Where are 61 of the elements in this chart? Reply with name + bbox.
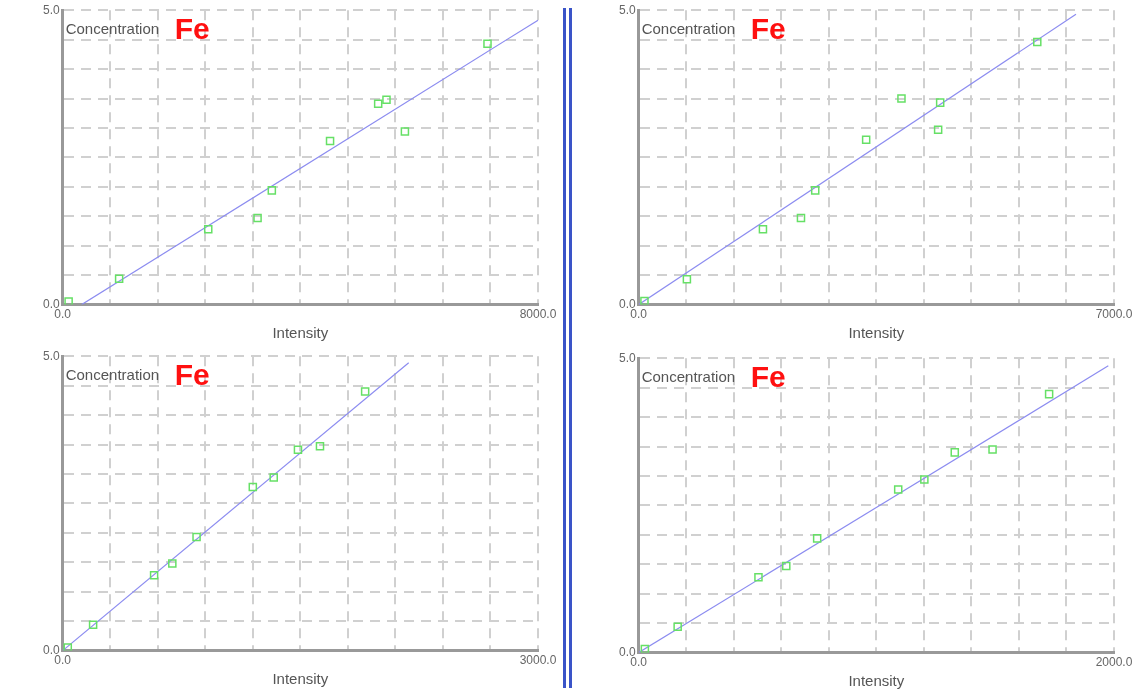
chart-title: Fe (174, 358, 210, 392)
point (861, 135, 871, 145)
point (640, 644, 650, 653)
point (810, 186, 820, 195)
point (360, 387, 370, 396)
point (796, 213, 806, 223)
point (988, 445, 997, 454)
point (781, 561, 791, 571)
x-tick-label: 0.0 (630, 655, 648, 670)
point (293, 445, 303, 455)
point (673, 622, 682, 631)
chart-title: Fe (750, 360, 786, 394)
point (483, 39, 492, 49)
point (1044, 389, 1054, 399)
point (149, 570, 159, 580)
x-axis-title: Intensity (272, 324, 329, 342)
point (812, 534, 822, 543)
point (114, 274, 124, 283)
point (168, 559, 177, 568)
y-tick-label: 5.0 (42, 2, 60, 17)
point (373, 99, 383, 109)
point (933, 125, 943, 135)
x-tick-label: 7000.0 (1095, 307, 1133, 322)
x-tick-label: 8000.0 (519, 307, 557, 322)
y-axis-title: Concentration (641, 367, 736, 385)
x-axis-title: Intensity (848, 324, 905, 342)
y-tick-label: 5.0 (618, 2, 636, 17)
x-tick-label: 3000.0 (519, 653, 557, 668)
point (203, 224, 213, 234)
point (400, 127, 410, 136)
point (315, 442, 325, 451)
point (325, 136, 335, 146)
x-tick-label: 2000.0 (1095, 655, 1133, 670)
y-axis-title: Concentration (65, 365, 160, 383)
point (893, 485, 903, 494)
y-tick-label: 5.0 (42, 348, 60, 363)
y-axis-title: Concentration (65, 19, 160, 37)
point (682, 275, 692, 284)
point (267, 186, 277, 195)
point (1032, 37, 1042, 47)
y-axis-title: Concentration (641, 19, 736, 37)
point (897, 94, 906, 103)
point (253, 213, 262, 223)
point (88, 620, 98, 629)
point (758, 224, 768, 234)
point (935, 98, 945, 107)
point (950, 448, 960, 457)
y-tick-label: 5.0 (618, 350, 636, 365)
chart-title: Fe (174, 12, 210, 46)
point (64, 297, 73, 305)
point (248, 482, 258, 492)
x-axis-title: Intensity (272, 670, 329, 688)
point (63, 643, 73, 651)
chart-title: Fe (750, 12, 786, 46)
x-axis-title: Intensity (848, 672, 905, 690)
point (269, 473, 279, 482)
point (920, 475, 929, 484)
point (640, 296, 649, 305)
point (192, 532, 201, 542)
point (382, 95, 391, 104)
point (754, 572, 763, 582)
